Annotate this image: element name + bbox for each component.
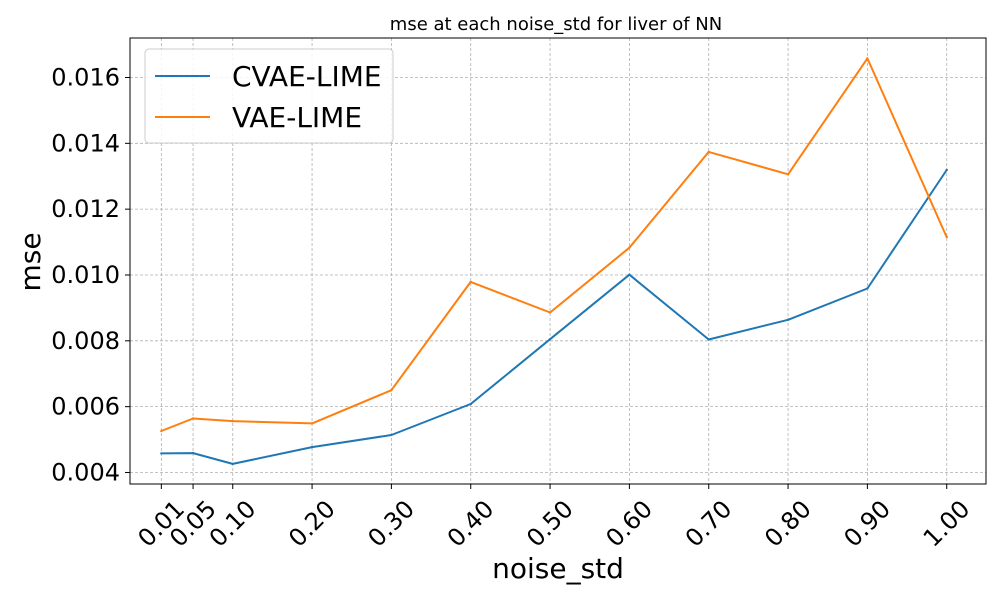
x-tick-label: 0.30 [362, 495, 420, 553]
data-point [866, 287, 869, 290]
data-point [707, 338, 710, 341]
data-point [945, 168, 948, 172]
x-axis-ticks: 0.010.050.10 0.20 0.30 0.40 0.50 0.60 0.70 0.80… [132, 484, 975, 552]
y-tick-label: 0.006 [51, 393, 120, 421]
y-tick-label: 0.014 [51, 129, 120, 157]
data-point [310, 445, 314, 449]
x-tick-label: 0.10 [204, 495, 262, 553]
series-lines [160, 57, 948, 466]
data-point [548, 311, 552, 314]
data-point [160, 452, 163, 455]
y-tick-label: 0.004 [51, 458, 120, 486]
data-point [548, 337, 552, 341]
grid-lines [130, 38, 986, 484]
data-point [390, 388, 393, 392]
data-point [866, 57, 869, 60]
y-tick-label: 0.010 [51, 261, 120, 289]
x-axis-label: noise_std [492, 552, 624, 585]
data-point [628, 246, 631, 249]
data-point [945, 235, 948, 239]
data-point [231, 419, 234, 423]
data-point [786, 173, 790, 176]
data-point [231, 462, 234, 466]
legend-label: CVAE-LIME [232, 60, 382, 93]
series-line-cvae-lime [161, 169, 948, 465]
y-tick-label: 0.012 [51, 195, 120, 223]
x-tick-label: 0.90 [838, 495, 896, 553]
data-point [191, 417, 195, 420]
data-point [628, 273, 631, 276]
y-axis-ticks: 0.004 0.006 0.008 0.010 0.012 0.014 0.016 [51, 63, 130, 486]
y-tick-label: 0.016 [51, 63, 120, 91]
y-axis-label: mse [14, 232, 47, 291]
legend-box [144, 48, 394, 144]
x-tick-label: 0.70 [680, 495, 738, 553]
legend-label: VAE-LIME [232, 101, 362, 134]
x-tick-label: 0.50 [521, 495, 579, 553]
data-point [469, 280, 472, 284]
plot-frame [129, 37, 987, 485]
y-tick-label: 0.008 [51, 327, 120, 355]
data-point [469, 402, 472, 406]
x-tick-label: 0.80 [759, 495, 817, 553]
data-point [707, 150, 710, 154]
x-tick-label: 0.20 [283, 495, 341, 553]
series-line-vae-lime [160, 57, 948, 432]
x-tick-label: 1.00 [918, 495, 976, 553]
x-tick-label: 0.60 [600, 495, 658, 553]
x-tick-label: 0.40 [442, 495, 500, 553]
data-point [160, 429, 163, 433]
data-point [390, 433, 393, 437]
chart-title: mse at each noise_std for liver of NN [390, 14, 722, 35]
legend: CVAE-LIME VAE-LIME [144, 48, 394, 144]
data-point [786, 318, 790, 321]
data-point [310, 422, 314, 425]
data-point [191, 451, 195, 455]
